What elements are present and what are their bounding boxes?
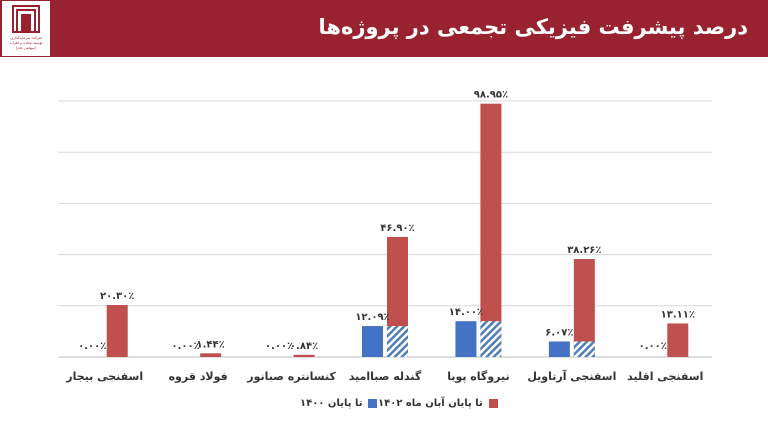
category-label: کنسانتره صبانور: [246, 370, 336, 383]
data-label-series2: ۰.۸۴٪: [290, 341, 318, 352]
category-label: اسفنجی اقلید: [627, 370, 703, 383]
data-label-series1: ۰.۰۰٪: [639, 341, 667, 352]
bar-series2-hatched-base: [480, 321, 502, 357]
bar-series2: [106, 305, 128, 357]
logo-text-line3: (سهامی عام): [15, 46, 37, 50]
bar-series2: [200, 353, 222, 357]
data-label-series1: ۰.۰۰٪: [172, 341, 200, 352]
legend-label-series1: تا پایان ۱۴۰۰: [300, 398, 363, 409]
legend-swatch-blue-icon: [368, 399, 378, 408]
bar-series1: [362, 326, 383, 357]
data-label-series2: ۳۸.۲۶٪: [567, 245, 601, 256]
legend-item-series2: تا پایان آبان ماه ۱۴۰۲: [378, 398, 498, 409]
data-label-series1: ۱۴.۰۰٪: [449, 307, 483, 318]
data-label-series1: ۱۲.۰۹٪: [355, 312, 389, 323]
chart-legend: تا پایان ۱۴۰۰ تا پایان آبان ماه ۱۴۰۲: [0, 398, 768, 418]
legend-swatch-red-icon: [488, 399, 498, 408]
logo-text-line2: توسعه معادن و فلزات: [9, 41, 43, 45]
bar-series2-hatched-base: [573, 341, 595, 357]
category-label: فولاد قروه: [169, 370, 228, 383]
bar-series1: [455, 321, 477, 357]
category-label: گندله صباامید: [349, 370, 422, 383]
legend-label-series2: تا پایان آبان ماه ۱۴۰۲: [378, 398, 483, 409]
bar-series2: [480, 103, 502, 357]
bar-series2: [667, 323, 689, 357]
bar-series1: [548, 341, 570, 357]
data-label-series2: ۹۸.۹۵٪: [474, 90, 508, 101]
data-label-series1: ۰.۰۰٪: [78, 341, 106, 352]
bar-series2: [293, 354, 315, 357]
bar-chart: ۰.۰۰٪ ۱۳.۱۱٪ اسفنجی اقلید ۶.۰۷٪ ۳۸.۲۶٪ اسفنجی…: [58, 90, 712, 383]
data-label-series2: ۲۰.۳۰٪: [100, 291, 134, 302]
data-label-series1: ۰.۰۰٪: [265, 341, 293, 352]
company-logo: شرکت سرمایه‌گذاری توسعه معادن و فلزات (س…: [2, 1, 50, 56]
bar-series2-hatched-base: [387, 326, 408, 357]
data-label-series2: ۱.۴۴٪: [197, 339, 225, 350]
category-label: اسفنجی بیجار: [65, 370, 143, 383]
data-label-series1: ۶.۰۷٪: [545, 327, 573, 338]
logo-arch-icon: [12, 5, 40, 33]
logo-text-line1: شرکت سرمایه‌گذاری: [10, 36, 42, 40]
bar-series2: [573, 259, 595, 357]
data-label-series2: ۴۶.۹۰٪: [380, 223, 414, 234]
category-label: نیروگاه پویا: [447, 370, 509, 383]
legend-item-series1: تا پایان ۱۴۰۰: [300, 398, 378, 409]
data-label-series2: ۱۳.۱۱٪: [661, 309, 695, 320]
header-bar: شرکت سرمایه‌گذاری توسعه معادن و فلزات (س…: [0, 0, 768, 57]
page-title: درصد پیشرفت فیزیکی تجمعی در پروژه‌ها: [318, 15, 748, 39]
category-label: اسفنجی آرتاویل: [527, 369, 616, 383]
